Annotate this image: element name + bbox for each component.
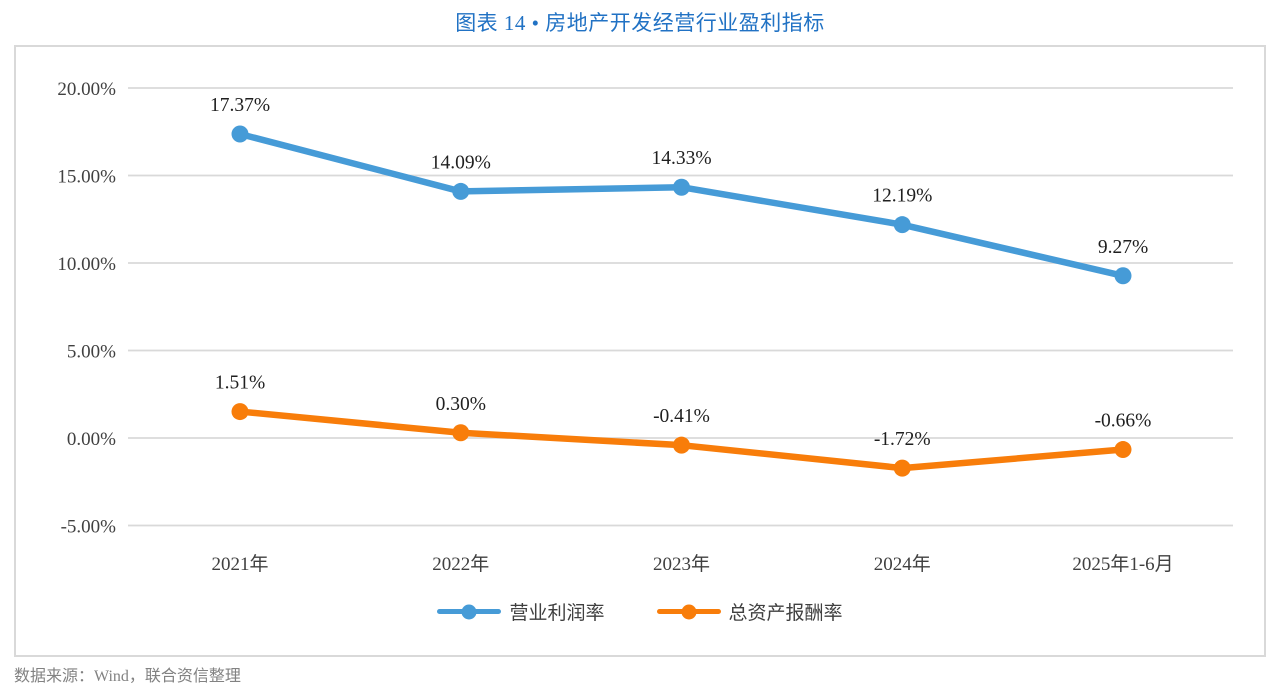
data-point-marker [893,216,911,234]
y-axis-tick-label: 20.00% [57,79,116,100]
data-point-marker [673,436,690,454]
y-axis-tick-label: 10.00% [57,254,116,275]
orange-line-marker-icon [656,604,721,619]
legend: 营业利润率 总资产报酬率 [16,598,1264,625]
x-axis-tick-label: 2022年 [432,553,489,575]
y-axis-tick-label: 15.00% [57,167,116,188]
legend-item-roa: 总资产报酬率 [656,598,843,625]
y-axis-tick-label: 5.00% [67,342,116,363]
data-label: 9.27% [1098,237,1148,258]
x-axis-tick-label: 2024年 [874,553,931,575]
data-label: -0.66% [1095,411,1152,432]
data-point-marker [231,403,249,421]
legend-label-roa: 总资产报酬率 [728,603,843,624]
y-axis-tick-label: 0.00% [67,429,116,450]
blue-line-marker-icon [437,604,502,619]
blue-dot-icon [461,604,477,619]
data-label: 1.51% [215,373,265,394]
data-point-marker [893,459,911,477]
legend-label-operating-margin: 营业利润率 [509,603,605,624]
data-label: 0.30% [436,394,486,415]
data-label: 17.37% [210,95,270,116]
y-axis-tick-label: -5.00% [61,517,117,538]
chart-title: 图表 14 • 房地产开发经营行业盈利指标 [455,11,825,35]
data-point-marker [673,178,690,196]
legend-item-operating-margin: 营业利润率 [437,598,605,625]
source-note: 数据来源：Wind，联合资信整理 [14,668,241,685]
data-point-marker [231,125,249,143]
data-point-marker [1114,441,1132,459]
data-label: 14.33% [651,148,711,169]
x-axis-tick-label: 2025年1-6月 [1072,553,1173,575]
data-point-marker [1114,267,1132,285]
x-axis-tick-label: 2023年 [653,553,710,575]
orange-dot-icon [681,604,696,619]
data-point-marker [452,182,470,200]
data-point-marker [452,424,470,442]
data-label: 14.09% [431,152,491,173]
chart-area: 20.00% 15.00% 10.00% 5.00% 0.00% -5.00% 2021年 2… [14,45,1266,657]
data-label: -1.72% [874,429,931,450]
x-axis-tick-label: 2021年 [211,553,268,575]
data-label: 12.19% [872,186,932,207]
data-label: -0.41% [653,406,710,427]
line-chart-svg: 20.00% 15.00% 10.00% 5.00% 0.00% -5.00% 2021年 2… [57,79,1233,575]
